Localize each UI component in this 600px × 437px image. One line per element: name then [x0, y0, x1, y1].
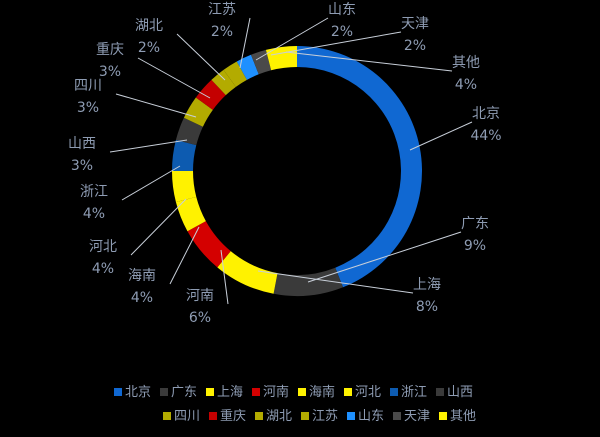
slice-labels: 北京44%广东9%上海8%河南6%海南4%河北4%浙江4%山西3%四川3%重庆3… [68, 2, 502, 326]
leader-line-重庆 [137, 57, 211, 99]
slice-percent-label: 4% [455, 77, 477, 93]
leader-lines [109, 17, 473, 305]
legend-swatch-上海 [206, 388, 214, 396]
legend-swatch-浙江 [390, 388, 398, 396]
slice-山西 [175, 117, 203, 146]
legend-swatch-重庆 [209, 412, 217, 420]
slice-海南 [175, 196, 206, 232]
slice-name-label: 四川 [74, 78, 102, 94]
legend-swatch-山东 [347, 412, 355, 420]
slice-name-label: 上海 [413, 277, 441, 293]
slice-上海 [217, 251, 278, 294]
legend-label-天津: 天津 [404, 409, 430, 424]
slice-percent-label: 2% [138, 40, 160, 56]
leader-line-其他 [285, 51, 453, 72]
slice-name-label: 山西 [68, 136, 96, 152]
leader-line-湖北 [176, 33, 226, 81]
slice-percent-label: 9% [464, 238, 486, 254]
legend-label-上海: 上海 [217, 385, 243, 400]
legend-swatch-北京 [114, 388, 122, 396]
slice-percent-label: 8% [416, 299, 438, 315]
legend-label-浙江: 浙江 [401, 385, 427, 400]
slice-山东 [236, 54, 259, 80]
slice-percent-label: 4% [83, 206, 105, 222]
legend-label-重庆: 重庆 [220, 408, 246, 424]
leader-line-海南 [169, 226, 200, 285]
legend-swatch-湖北 [255, 412, 263, 420]
legend-swatch-其他 [439, 412, 447, 420]
legend-swatch-天津 [393, 412, 401, 420]
slice-name-label: 其他 [452, 55, 480, 71]
legend-label-海南: 海南 [309, 384, 335, 400]
legend-swatch-江苏 [301, 412, 309, 420]
slice-name-label: 湖北 [135, 18, 163, 34]
legend-swatch-河北 [344, 388, 352, 396]
legend-label-河北: 河北 [355, 385, 381, 400]
legend-label-山西: 山西 [447, 385, 473, 400]
slice-name-label: 山东 [328, 2, 356, 18]
slice-percent-label: 3% [71, 158, 93, 174]
slice-percent-label: 3% [77, 100, 99, 116]
legend-label-江苏: 江苏 [312, 408, 338, 424]
leader-line-江苏 [239, 17, 251, 69]
slice-四川 [183, 97, 213, 127]
slice-name-label: 江苏 [208, 2, 236, 18]
slice-percent-label: 4% [92, 261, 114, 277]
slice-天津 [250, 49, 272, 75]
slice-name-label: 北京 [472, 106, 500, 122]
slice-name-label: 海南 [128, 268, 156, 284]
slice-percent-label: 2% [404, 38, 426, 54]
slice-name-label: 河南 [186, 288, 214, 304]
legend-label-其他: 其他 [450, 409, 476, 424]
legend-label-河南: 河南 [263, 384, 289, 400]
slice-name-label: 广东 [461, 216, 489, 232]
leader-line-北京 [409, 121, 473, 151]
slice-name-label: 河北 [89, 239, 117, 255]
legend-label-北京: 北京 [125, 385, 151, 400]
slice-河北 [172, 171, 197, 203]
slice-name-label: 浙江 [80, 184, 108, 200]
slice-percent-label: 3% [99, 64, 121, 80]
leader-line-山东 [255, 17, 329, 61]
legend-label-山东: 山东 [358, 409, 384, 424]
slice-江苏 [223, 61, 247, 87]
leader-line-广东 [307, 231, 462, 283]
slice-浙江 [172, 139, 197, 171]
slice-重庆 [195, 79, 226, 110]
leader-line-山西 [109, 139, 188, 153]
slice-河南 [187, 221, 231, 268]
slice-percent-label: 44% [470, 128, 501, 144]
slice-percent-label: 4% [131, 290, 153, 306]
legend-swatch-山西 [436, 388, 444, 396]
leader-line-四川 [115, 93, 197, 118]
slice-percent-label: 2% [331, 24, 353, 40]
slice-name-label: 重庆 [96, 42, 124, 58]
leader-line-河北 [130, 198, 187, 256]
slice-percent-label: 6% [189, 310, 211, 326]
leader-line-上海 [257, 270, 414, 294]
legend-label-四川: 四川 [174, 409, 200, 424]
slice-北京 [297, 46, 423, 288]
donut-slices [172, 46, 423, 296]
legend-label-广东: 广东 [171, 385, 197, 400]
leader-line-河南 [220, 249, 229, 305]
slice-name-label: 天津 [401, 16, 429, 32]
legend-label-湖北: 湖北 [266, 409, 292, 424]
legend-swatch-广东 [160, 388, 168, 396]
slice-其他 [265, 46, 297, 71]
slice-percent-label: 2% [211, 24, 233, 40]
slice-湖北 [211, 69, 236, 96]
legend-swatch-河南 [252, 388, 260, 396]
leader-line-天津 [270, 31, 402, 56]
leader-line-浙江 [121, 165, 181, 201]
legend-swatch-海南 [298, 388, 306, 396]
legend-swatch-四川 [163, 412, 171, 420]
